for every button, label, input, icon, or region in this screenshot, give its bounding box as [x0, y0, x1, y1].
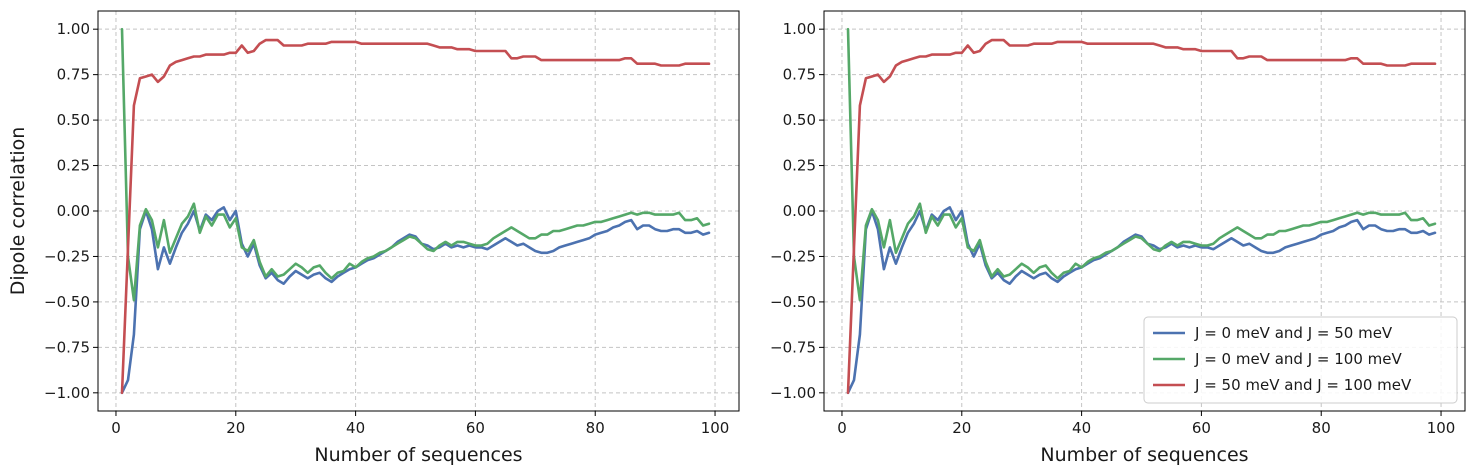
y-tick-label: 0.00: [57, 202, 90, 220]
y-tick-label: 0.25: [57, 157, 90, 175]
x-tick-label: 20: [952, 419, 971, 437]
y-tick-label: −0.25: [770, 247, 816, 265]
grid: [98, 11, 739, 411]
legend-label-2: J = 50 meV and J = 100 meV: [1194, 376, 1412, 394]
series-line-1: [120, 27, 711, 302]
legend: J = 0 meV and J = 50 meV J = 0 meV and J …: [1143, 316, 1458, 404]
legend-label-1: J = 0 meV and J = 100 meV: [1194, 350, 1402, 368]
y-tick-label: −0.75: [44, 338, 90, 356]
series-line-1: [846, 27, 1437, 302]
chart-right: 0 20 40 60 80 100 1.00 0.75 0.50 0.25 0.00 −0.25 −0.…: [770, 10, 1466, 466]
y-tick-label: −1.00: [770, 384, 816, 402]
y-tick-label: 0.50: [783, 111, 816, 129]
y-tick-label: 1.00: [783, 20, 816, 38]
chart-left: 0 20 40 60 80 100 1.00 0.75 0.50 0.25 0.00 −0.25 −0.…: [7, 10, 740, 466]
x-tick-label: 80: [586, 419, 605, 437]
x-tick-label: 0: [837, 419, 847, 437]
y-tick-label: 0.75: [783, 66, 816, 84]
y-axis: 1.00 0.75 0.50 0.25 0.00 −0.25 −0.50 −0.75 −1.00: [770, 20, 824, 402]
series-line-0: [846, 206, 1437, 395]
x-tick-label: 80: [1312, 419, 1331, 437]
y-tick-label: −0.50: [770, 293, 816, 311]
y-tick-label: −0.75: [770, 338, 816, 356]
x-tick-label: 60: [1192, 419, 1211, 437]
x-tick-label: 40: [1072, 419, 1091, 437]
series-line-2: [120, 38, 711, 395]
x-tick-label: 60: [466, 419, 485, 437]
y-tick-label: 0.50: [57, 111, 90, 129]
x-tick-label: 40: [346, 419, 365, 437]
x-axis: 0 20 40 60 80 100: [111, 411, 729, 437]
legend-box: [1143, 316, 1458, 404]
x-tick-label: 20: [226, 419, 245, 437]
y-tick-label: 1.00: [57, 20, 90, 38]
legend-label-0: J = 0 meV and J = 50 meV: [1194, 324, 1393, 342]
y-axis: 1.00 0.75 0.50 0.25 0.00 −0.25 −0.50 −0.75 −1.00: [44, 20, 98, 402]
y-tick-label: −1.00: [44, 384, 90, 402]
series-line-2: [846, 38, 1437, 395]
x-tick-label: 100: [1427, 419, 1456, 437]
y-tick-label: 0.00: [783, 202, 816, 220]
y-tick-label: 0.75: [57, 66, 90, 84]
series-group: [120, 27, 711, 395]
y-tick-label: −0.25: [44, 247, 90, 265]
x-axis: 0 20 40 60 80 100: [837, 411, 1455, 437]
y-axis-title: Dipole correlation: [7, 127, 29, 296]
x-tick-label: 100: [701, 419, 730, 437]
x-axis-title: Number of sequences: [1040, 444, 1248, 466]
x-tick-label: 0: [111, 419, 121, 437]
series-group: [846, 27, 1437, 395]
x-axis-title: Number of sequences: [314, 444, 522, 466]
y-tick-label: −0.50: [44, 293, 90, 311]
series-line-0: [120, 206, 711, 395]
y-tick-label: 0.25: [783, 157, 816, 175]
